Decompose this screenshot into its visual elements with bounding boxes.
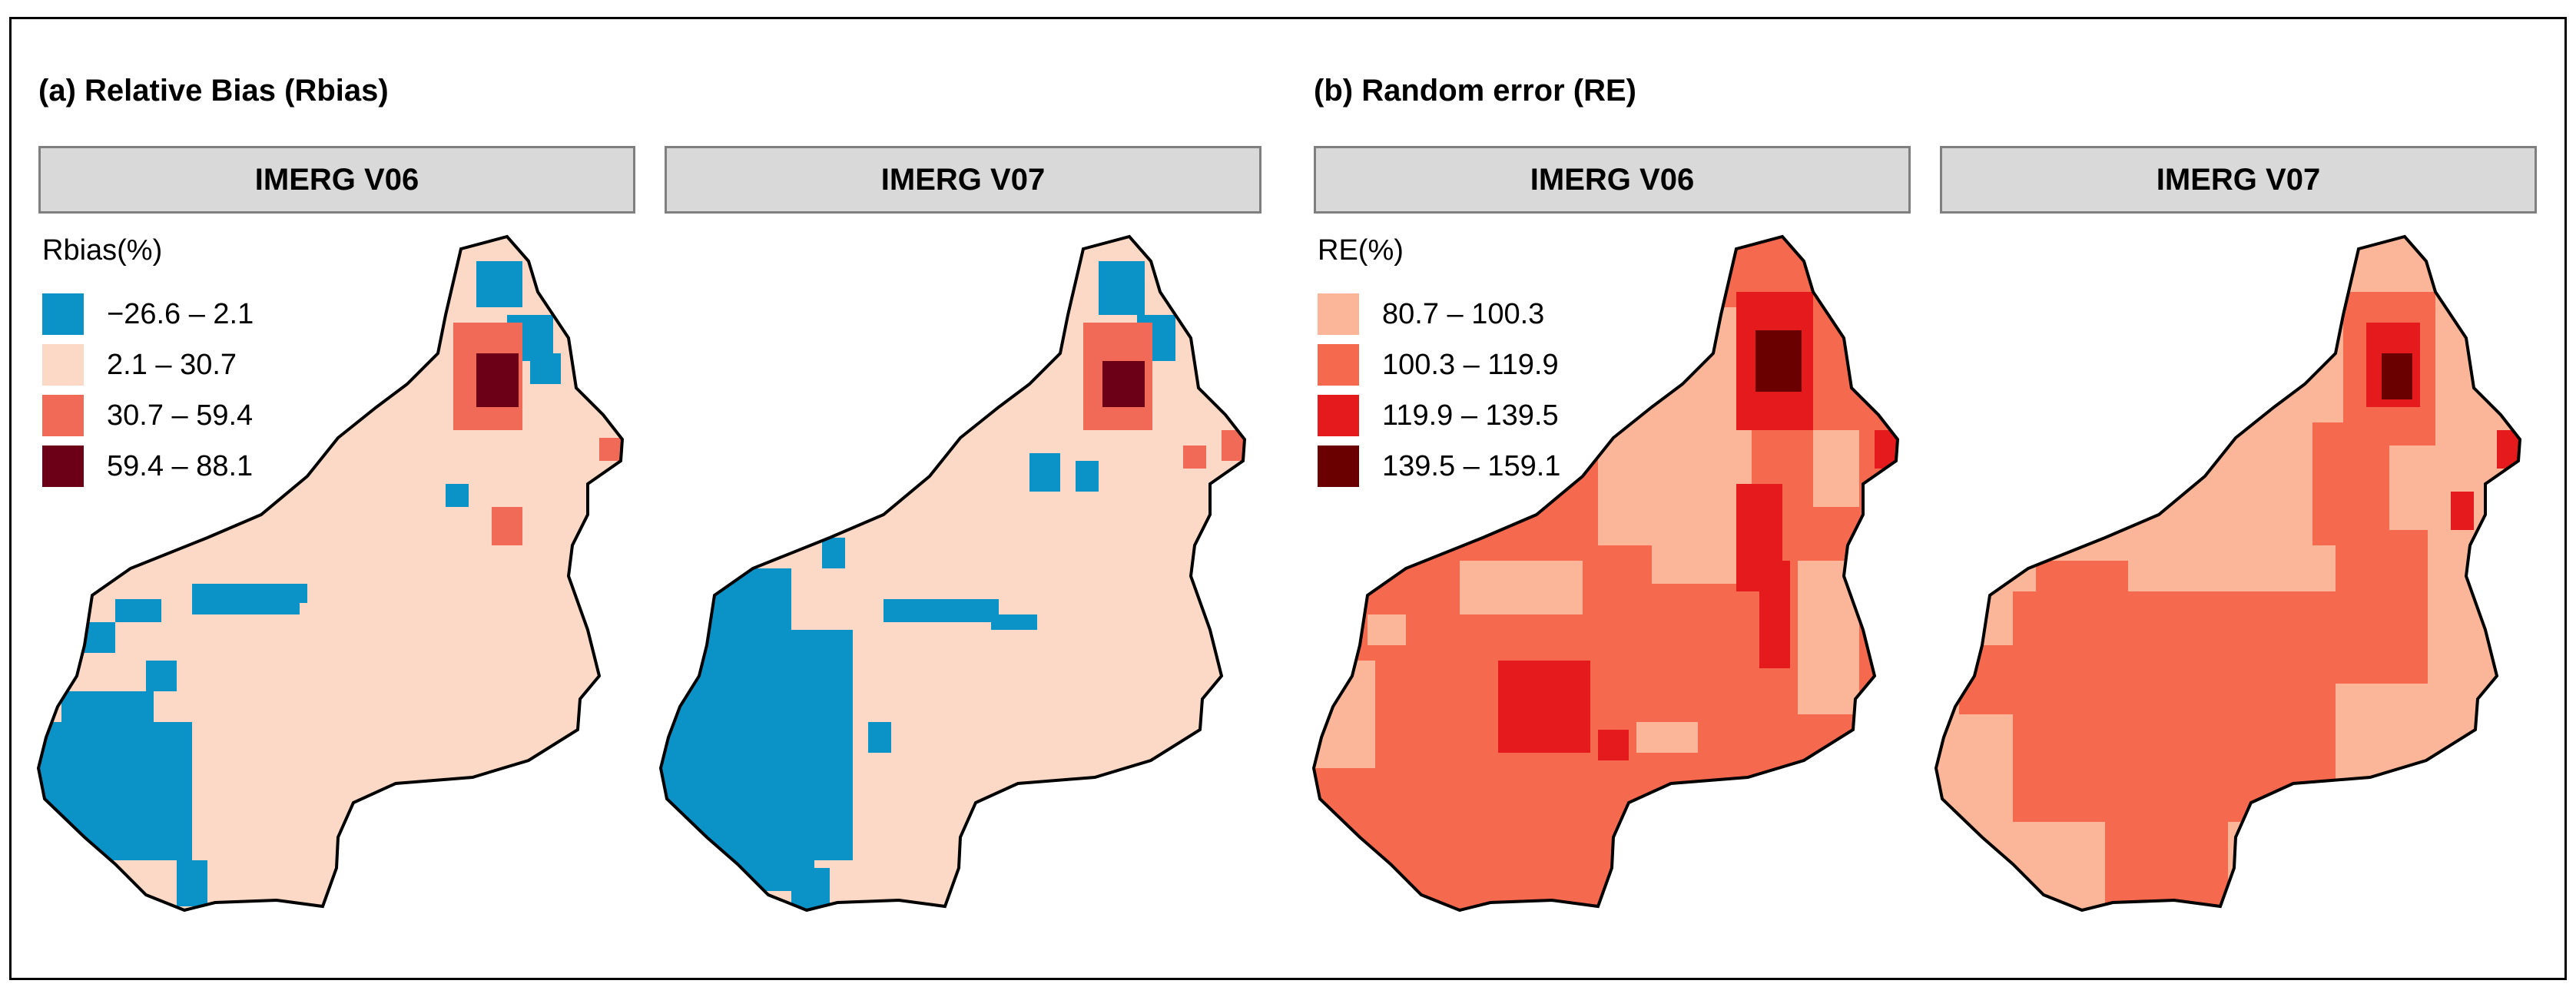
legend-label: 59.4 – 88.1 (107, 449, 254, 482)
basin-outline (1934, 234, 2522, 913)
very-high-error-zone (1755, 330, 1802, 392)
basin-outline (1311, 234, 1900, 913)
legend-re: RE(%) 80.7 – 100.3 100.3 – 119.9 119.9 –… (1318, 234, 1560, 492)
legend-label: 139.5 – 159.1 (1382, 449, 1561, 482)
map-re-v07 (1934, 234, 2522, 913)
legend-label: 30.7 – 59.4 (107, 399, 254, 432)
legend-item: 119.9 – 139.5 (1318, 390, 1560, 441)
legend-swatch (42, 446, 84, 487)
strip-rbias-v06: IMERG V06 (38, 146, 635, 214)
legend-item: −26.6 – 2.1 (42, 289, 254, 340)
legend-swatch (42, 395, 84, 436)
legend-swatch (42, 293, 84, 335)
map-rbias-v06 (36, 234, 625, 913)
legend-item: 2.1 – 30.7 (42, 340, 254, 390)
legend-item: 100.3 – 119.9 (1318, 340, 1560, 390)
legend-label: 119.9 – 139.5 (1382, 399, 1559, 432)
legend-item: 59.4 – 88.1 (42, 441, 254, 492)
panel-a-title: (a) Relative Bias (Rbias) (38, 74, 389, 108)
legend-swatch (1318, 344, 1359, 386)
legend-item: 139.5 – 159.1 (1318, 441, 1560, 492)
legend-label: 80.7 – 100.3 (1382, 297, 1545, 330)
legend-label: 100.3 – 119.9 (1382, 348, 1559, 381)
strip-re-v06: IMERG V06 (1314, 146, 1911, 214)
panel-b-title: (b) Random error (RE) (1314, 74, 1636, 108)
basin-outline (658, 234, 1247, 913)
legend-item: 80.7 – 100.3 (1318, 289, 1560, 340)
strip-re-v07: IMERG V07 (1940, 146, 2537, 214)
basin-outline (36, 234, 625, 913)
legend-label: −26.6 – 2.1 (107, 297, 254, 330)
legend-swatch (1318, 395, 1359, 436)
very-high-error-zone (2382, 353, 2412, 399)
legend-title: Rbias(%) (42, 234, 163, 267)
legend-title: RE(%) (1318, 234, 1404, 267)
legend-label: 2.1 – 30.7 (107, 348, 237, 381)
map-re-v06 (1311, 234, 1900, 913)
strip-rbias-v07: IMERG V07 (665, 146, 1261, 214)
legend-item: 30.7 – 59.4 (42, 390, 254, 441)
legend-swatch (1318, 446, 1359, 487)
very-high-bias-zone (1102, 361, 1145, 407)
legend-rbias: Rbias(%) −26.6 – 2.1 2.1 – 30.7 30.7 – 5… (42, 234, 254, 492)
very-high-bias-zone (476, 353, 519, 407)
map-rbias-v07 (658, 234, 1247, 913)
legend-swatch (42, 344, 84, 386)
medium-error-zones (1959, 292, 2435, 906)
legend-swatch (1318, 293, 1359, 335)
